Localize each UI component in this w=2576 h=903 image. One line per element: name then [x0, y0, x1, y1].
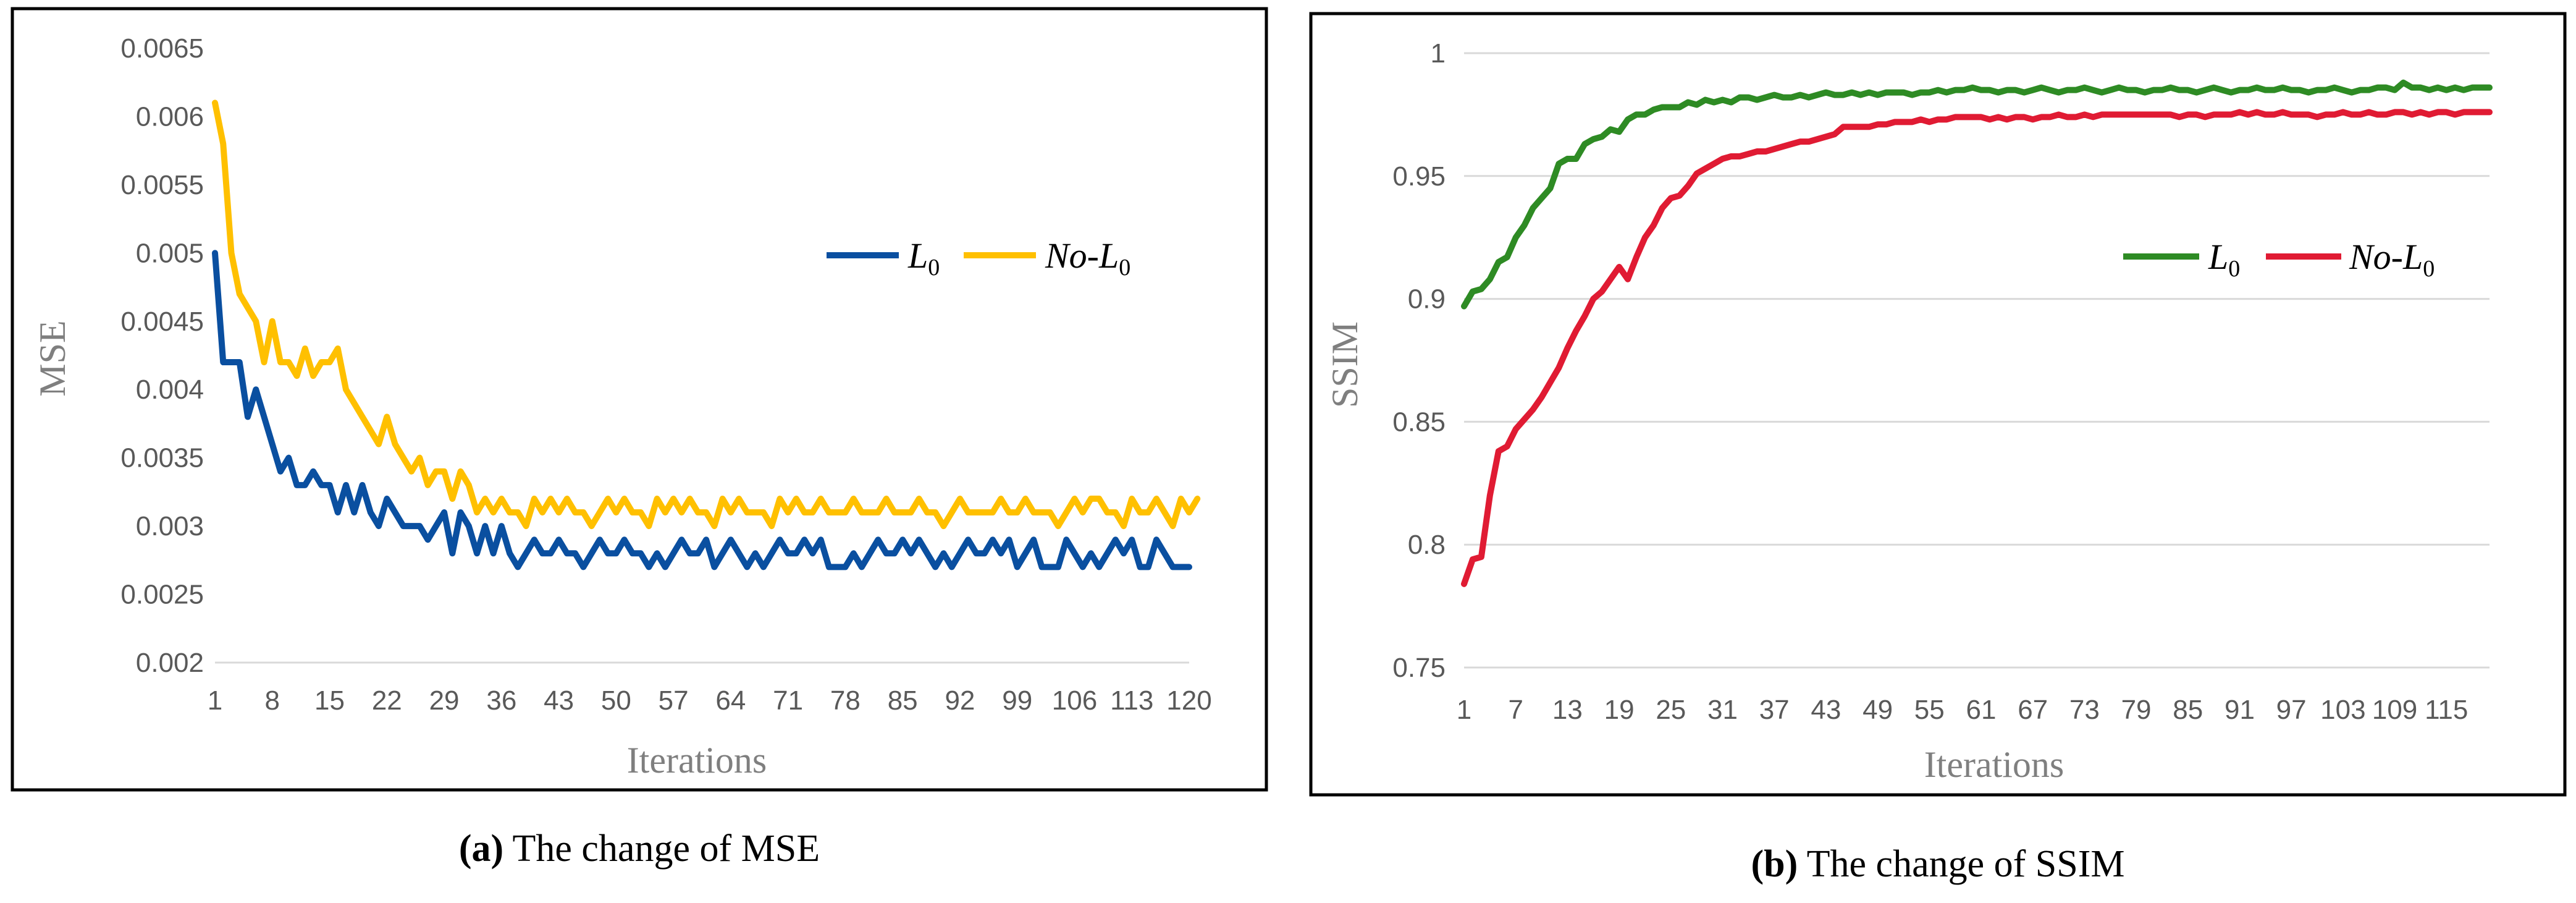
- x-tick-label: 79: [2121, 695, 2152, 725]
- svg-text:No-L0: No-L0: [1045, 235, 1130, 281]
- x-tick-label: 1: [1457, 695, 1471, 725]
- panel-a-y-ticks: 0.002 0.0025 0.003 0.0035 0.004 0.0045 0.005 0.…: [120, 33, 204, 678]
- x-tick-label: 29: [429, 685, 460, 716]
- x-tick-label: 99: [1002, 685, 1032, 716]
- legend-sub-mse-nol0: 0: [1119, 255, 1130, 281]
- series-line-mse_l0: [212, 250, 1192, 570]
- legend-sub-mse-l0: 0: [928, 255, 940, 281]
- x-tick-label: 31: [1707, 695, 1738, 725]
- x-tick-label: 103: [2320, 695, 2365, 725]
- caption-a-text: The change of MSE: [503, 828, 820, 870]
- x-tick-label: 71: [773, 685, 803, 716]
- x-tick-label: 1: [208, 685, 222, 716]
- legend-sub-ssim-l0: 0: [2228, 256, 2240, 282]
- x-tick-label: 85: [2173, 695, 2203, 725]
- x-tick-label: 55: [1914, 695, 1945, 725]
- y-tick-label: 0.0035: [120, 443, 204, 473]
- x-tick-label: 109: [2372, 695, 2417, 725]
- panel-b-x-ticks: 1 7 13 19 25 31 37 43 49 55 61 67 73 79 85 91 97 103 109 11…: [1457, 695, 2469, 725]
- panel-b-y-ticks: 0.75 0.8 0.85 0.9 0.95 1: [1392, 38, 1446, 683]
- x-tick-label: 7: [1508, 695, 1523, 725]
- x-tick-label: 64: [715, 685, 746, 716]
- caption-b-prefix: (b): [1751, 843, 1798, 885]
- x-tick-label: 78: [830, 685, 861, 716]
- x-tick-label: 43: [1811, 695, 1841, 725]
- y-tick-label: 0.005: [136, 238, 204, 268]
- y-tick-label: 0.0065: [120, 33, 204, 64]
- y-tick-label: 0.8: [1408, 530, 1446, 560]
- panel-b-y-axis-title: SSIM: [1324, 321, 1365, 408]
- panel-a-x-ticks: 1 8 15 22 29 36 43 50 57 64 71 78 85 92 99 106 113 120: [208, 685, 1212, 716]
- y-tick-label: 0.85: [1392, 407, 1446, 437]
- y-tick-label: 0.9: [1408, 284, 1446, 315]
- x-tick-label: 106: [1052, 685, 1097, 716]
- x-tick-label: 115: [2425, 695, 2468, 725]
- x-tick-label: 25: [1656, 695, 1686, 725]
- caption-a: (a) The change of MSE: [459, 828, 820, 870]
- x-tick-label: 49: [1863, 695, 1893, 725]
- x-tick-label: 8: [265, 685, 280, 716]
- series-line-ssim_l0: [1461, 79, 2493, 310]
- panel-b-gridlines: [1464, 52, 2490, 669]
- panel-a: 0.002 0.0025 0.003 0.0035 0.004 0.0045 0.005 0.…: [11, 7, 1268, 792]
- svg-text:No-L0: No-L0: [2349, 237, 2435, 282]
- panel-b-frame: [1309, 12, 2567, 797]
- x-tick-label: 19: [1604, 695, 1635, 725]
- x-tick-label: 57: [659, 685, 689, 716]
- series-line-mse_nol0: [212, 100, 1201, 530]
- caption-a-prefix: (a): [459, 828, 503, 870]
- panel-b-legend: L0 No-L0: [2123, 237, 2435, 282]
- x-tick-label: 113: [1110, 685, 1153, 716]
- y-tick-label: 0.004: [136, 375, 204, 405]
- y-tick-label: 0.95: [1392, 161, 1446, 192]
- x-tick-label: 73: [2069, 695, 2100, 725]
- svg-text:L0: L0: [907, 235, 940, 281]
- y-tick-label: 1: [1431, 38, 1446, 69]
- x-tick-label: 120: [1166, 685, 1211, 716]
- legend-label-ssim-l0: L: [2208, 237, 2228, 277]
- y-tick-label: 0.0045: [120, 307, 204, 337]
- x-tick-label: 67: [2018, 695, 2048, 725]
- legend-label-ssim-nol0: No-L: [2349, 237, 2423, 277]
- y-tick-label: 0.006: [136, 101, 204, 132]
- panel-a-series: [212, 100, 1201, 570]
- x-tick-label: 37: [1759, 695, 1790, 725]
- panel-a-x-axis-title: Iterations: [627, 740, 767, 781]
- legend-label-mse-nol0: No-L: [1045, 235, 1119, 276]
- x-tick-label: 15: [314, 685, 345, 716]
- panel-b-series: [1461, 79, 2493, 587]
- y-tick-label: 0.75: [1392, 653, 1446, 683]
- series-line-ssim_nol0: [1461, 109, 2493, 587]
- x-tick-label: 43: [544, 685, 574, 716]
- x-tick-label: 85: [888, 685, 918, 716]
- y-tick-label: 0.003: [136, 511, 204, 541]
- x-tick-label: 36: [486, 685, 516, 716]
- panel-a-y-axis-title: MSE: [32, 320, 73, 396]
- y-tick-label: 0.002: [136, 648, 204, 678]
- caption-b: (b) The change of SSIM: [1751, 843, 2125, 885]
- panel-b: 0.75 0.8 0.85 0.9 0.95 1 1 7 13 19 25 31 37 43 49 55 61…: [1309, 12, 2567, 797]
- x-tick-label: 13: [1552, 695, 1583, 725]
- panel-a-frame: [11, 7, 1268, 792]
- caption-b-text: The change of SSIM: [1798, 843, 2124, 885]
- legend-label-mse-l0: L: [907, 235, 928, 276]
- svg-text:L0: L0: [2208, 237, 2240, 282]
- x-tick-label: 61: [1966, 695, 1996, 725]
- panel-a-legend: L0 No-L0: [827, 235, 1130, 281]
- x-tick-label: 50: [601, 685, 631, 716]
- y-tick-label: 0.0055: [120, 170, 204, 200]
- x-tick-label: 92: [945, 685, 975, 716]
- x-tick-label: 91: [2225, 695, 2255, 725]
- x-tick-label: 22: [372, 685, 402, 716]
- y-tick-label: 0.0025: [120, 580, 204, 610]
- x-tick-label: 97: [2276, 695, 2307, 725]
- legend-sub-ssim-nol0: 0: [2423, 256, 2435, 282]
- panel-b-x-axis-title: Iterations: [1924, 744, 2065, 785]
